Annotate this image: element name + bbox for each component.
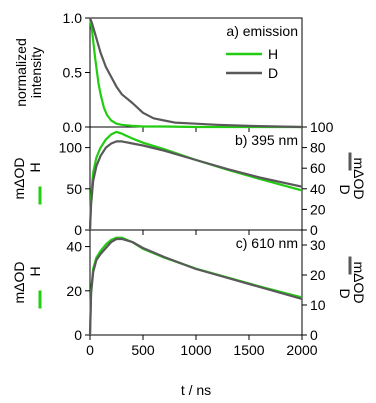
panel-c-series-D xyxy=(88,237,303,336)
panel-c-ytick-label: 20 xyxy=(66,283,82,299)
panel-a-ylabel-line: intensity xyxy=(28,47,44,98)
panel-a-series-D xyxy=(88,17,303,129)
panel-c-series-H xyxy=(88,236,303,336)
panel-a-ytick-label: 0.5 xyxy=(63,65,83,81)
panel-a-series-H xyxy=(88,17,302,129)
panel-c-ytick-right-label: 30 xyxy=(310,237,326,253)
x-tick-label: 0 xyxy=(86,342,94,358)
x-tick-label: 2000 xyxy=(286,342,317,358)
panel-c-ylabel-right-text: mΔOD xyxy=(351,261,367,303)
x-tick-label: 500 xyxy=(131,342,155,358)
panel-b-ytick-right-label: 60 xyxy=(310,160,326,176)
panel-b-ylabel-left: mΔOD H xyxy=(11,157,43,199)
x-tick-label: 1000 xyxy=(180,342,211,358)
panel-a-annotation: a) emission xyxy=(226,23,298,39)
panel-b-ylabel-left-sub: H xyxy=(27,162,43,172)
panel-c-ylabel-left: mΔOD H xyxy=(11,261,43,303)
panel-b-series-D xyxy=(88,140,303,231)
panel-b-ytick-right-label: 40 xyxy=(310,181,326,197)
panel-b-ytick-right-label: 20 xyxy=(310,201,326,217)
panel-a-ytick-label: 0.0 xyxy=(63,119,83,135)
panel-c-ytick-label: 0 xyxy=(74,327,82,343)
panel-b-ytick-right-label: 80 xyxy=(310,140,326,156)
panel-a-ylabel-line: normalized xyxy=(13,38,29,106)
legend-label-H: H xyxy=(268,46,278,62)
panel-b-ylabel-right-text: mΔOD xyxy=(351,157,367,199)
panel-b-annotation: b) 395 nm xyxy=(235,132,298,148)
panel-a-ytick-label: 1.0 xyxy=(63,10,83,26)
panel-b-ytick-right-label: 0 xyxy=(310,222,318,238)
panel-b-ytick-label: 50 xyxy=(66,181,82,197)
panel-a-ylabel: normalized intensity xyxy=(13,38,44,106)
panel-c-ytick-label: 40 xyxy=(66,239,82,255)
panel-c-ylabel-right-sub: D xyxy=(337,289,353,299)
panel-b-ylabel-left-text: mΔOD xyxy=(11,157,27,199)
panel-b-ytick-right-label: 100 xyxy=(310,119,334,135)
panel-c-ytick-right-label: 0 xyxy=(310,327,318,343)
panel-c-ytick-right-label: 20 xyxy=(310,267,326,283)
panel-c-ylabel-left-text: mΔOD xyxy=(11,261,27,303)
legend-label-D: D xyxy=(268,65,278,81)
x-tick-label: 1500 xyxy=(233,342,264,358)
panel-c-annotation: c) 610 nm xyxy=(236,235,298,251)
plot-series xyxy=(88,17,303,336)
panel-b-ytick-label: 0 xyxy=(74,222,82,238)
panel-c-ylabel-left-sub: H xyxy=(27,266,43,276)
plot-text: 0.0 0.5 1.0 a) emission normalized intensity H… xyxy=(11,10,367,358)
panel-b-ytick-label: 100 xyxy=(59,140,83,156)
panel-b-ylabel-right-sub: D xyxy=(337,185,353,195)
panel-c-ytick-right-label: 10 xyxy=(310,297,326,313)
x-axis-label: t / ns xyxy=(181,382,211,398)
